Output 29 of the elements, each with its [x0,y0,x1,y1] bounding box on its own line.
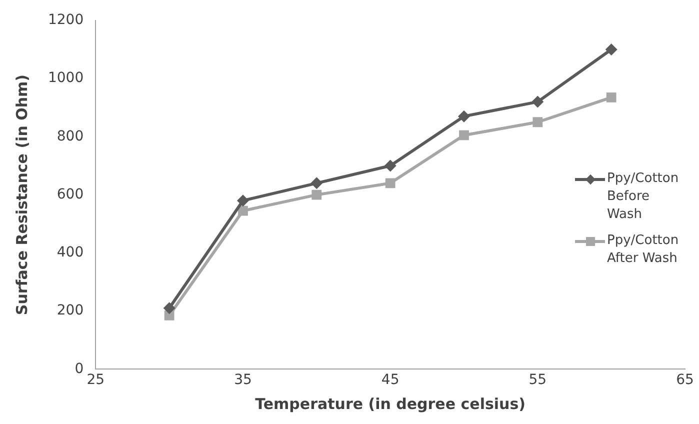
point [532,96,544,108]
point [458,110,470,122]
legend-label: Ppy/Cotton After Wash [607,232,680,268]
point [163,302,176,314]
point [312,190,322,200]
point [606,92,616,102]
y-tick-label: 800 [56,128,84,144]
x-axis-title: Temperature (in degree celsius) [255,394,526,413]
point [236,194,249,207]
x-tick-label: 25 [86,372,105,388]
point [532,117,543,128]
x-tick-label: 55 [528,372,547,388]
y-tick-label: 600 [56,186,84,202]
point [459,130,469,140]
point [238,206,248,216]
point [310,177,323,190]
y-tick-label: 200 [56,302,84,319]
x-tick-label: 45 [381,372,400,388]
point [605,43,618,56]
x-tick-label: 35 [234,372,252,388]
y-tick-label: 0 [74,360,84,377]
point [384,160,396,172]
x-tick-label: 65 [676,372,694,388]
y-tick-label: 1000 [48,70,84,86]
legend-label: Ppy/Cotton Before Wash [607,170,680,224]
y-tick-label: 1200 [48,12,84,28]
y-axis-title: Surface Resistance (in Ohm) [12,74,31,316]
point [385,178,396,188]
y-tick-label: 400 [56,244,84,261]
